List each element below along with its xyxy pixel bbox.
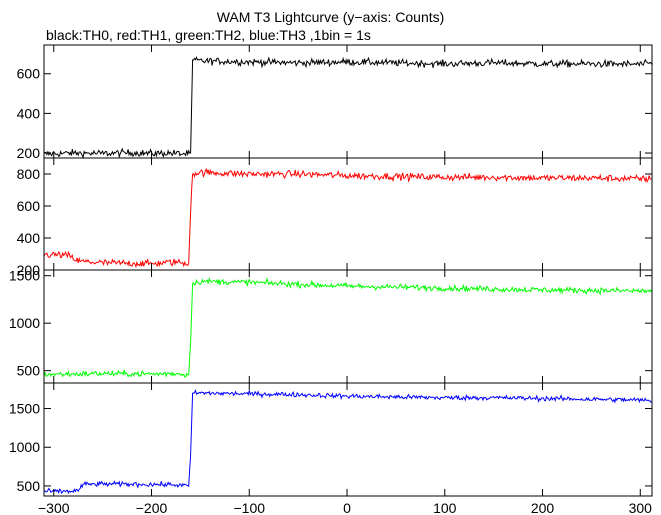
series-line-th3 (43, 389, 653, 495)
y-tick-label: 1500 (9, 401, 40, 417)
x-tick-label: −200 (136, 500, 168, 515)
y-tick-label: 400 (17, 105, 41, 121)
chart-title: WAM T3 Lightcurve (y−axis: Counts) (216, 9, 445, 25)
x-tick-label: −300 (38, 500, 70, 515)
y-tick-label: 200 (17, 145, 41, 161)
y-tick-label: 1000 (9, 439, 40, 455)
series-line-th1 (43, 167, 653, 269)
y-tick-label: 500 (17, 478, 41, 494)
series-line-th2 (43, 276, 653, 378)
y-tick-label: 600 (17, 66, 41, 82)
x-tick-label: 200 (531, 500, 555, 515)
panel-frame-th3 (43, 382, 653, 497)
x-tick-label: −100 (233, 500, 265, 515)
x-tick-label: 300 (629, 500, 653, 515)
x-tick-label: 100 (433, 500, 457, 515)
y-tick-label: 200 (17, 262, 41, 278)
y-tick-label: 1000 (9, 315, 40, 331)
panel-frame-th2 (43, 269, 653, 384)
y-tick-label: 800 (17, 166, 41, 182)
x-tick-label: 0 (343, 500, 351, 515)
panel-frame-th1 (43, 157, 653, 271)
chart-subtitle: black:TH0, red:TH1, green:TH2, blue:TH3 … (46, 27, 371, 43)
y-tick-label: 500 (17, 363, 41, 379)
y-tick-label: 1500 (9, 268, 40, 284)
series-line-th0 (43, 55, 653, 160)
y-tick-label: 600 (17, 198, 41, 214)
y-tick-label: 400 (17, 230, 41, 246)
